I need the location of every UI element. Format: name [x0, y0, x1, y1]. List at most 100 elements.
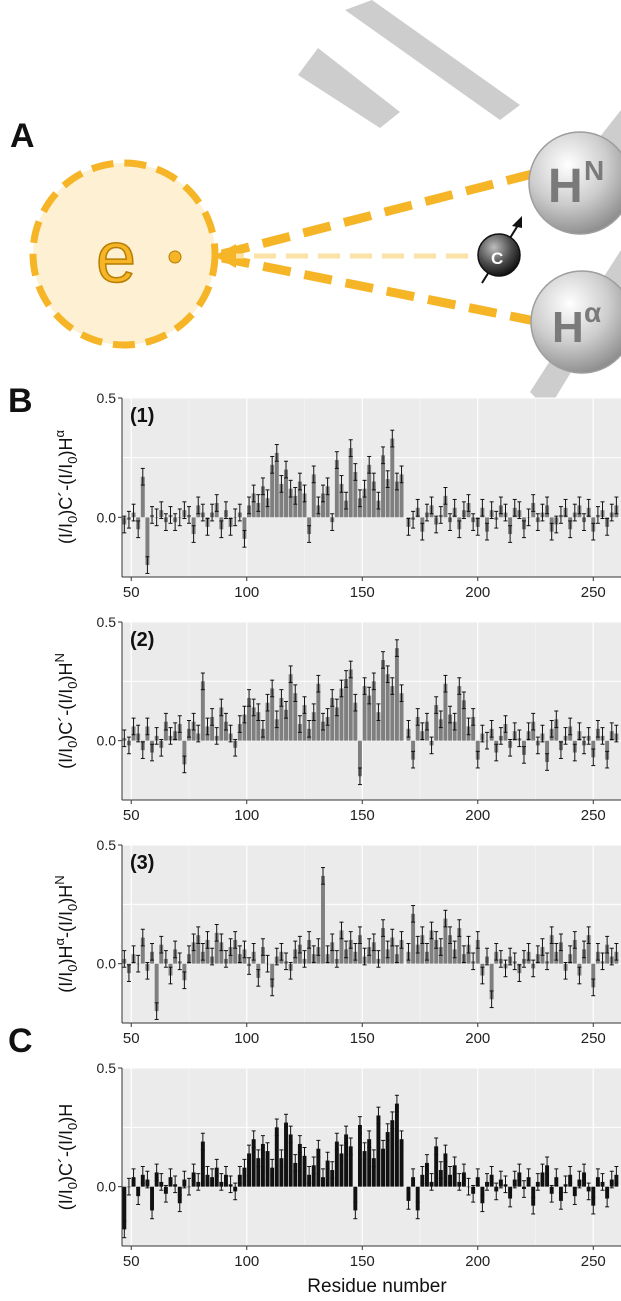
y-tick-label: 0.0 — [97, 733, 117, 749]
bar — [471, 716, 476, 741]
bar — [293, 495, 298, 518]
bar — [140, 476, 145, 518]
x-tick-label: 250 — [581, 584, 606, 601]
bar — [376, 712, 381, 741]
bar — [321, 493, 325, 518]
y-axis-label-part: )H — [56, 662, 76, 681]
y-axis-label-part: 0 — [65, 904, 80, 911]
x-tick-label: 150 — [350, 1253, 375, 1270]
bar — [591, 1186, 596, 1206]
bar — [302, 705, 307, 741]
x-tick-label: 50 — [123, 1253, 140, 1270]
bar — [293, 693, 298, 741]
bar — [200, 1141, 205, 1187]
panel-tag: (2) — [130, 629, 154, 651]
bar — [140, 937, 145, 964]
x-tick-label: 100 — [234, 584, 259, 601]
bar — [270, 688, 275, 741]
bar — [339, 483, 344, 518]
bar — [265, 1151, 270, 1187]
bar — [339, 1153, 344, 1187]
bar — [265, 702, 270, 741]
x-tick-label: 150 — [350, 807, 375, 824]
bar — [605, 944, 610, 964]
panel-letter-c: C — [8, 1022, 33, 1060]
bar — [424, 721, 429, 741]
y-axis-label-part: 0 — [65, 516, 80, 523]
bar — [390, 686, 395, 741]
bar — [605, 740, 610, 760]
bar — [531, 1186, 536, 1206]
bar — [353, 1186, 358, 1211]
bar — [415, 1186, 420, 1211]
bar — [376, 1115, 381, 1187]
bar — [415, 716, 420, 741]
bar — [297, 481, 302, 518]
y-axis-label: (I/I0)Hα-(I/I0)HN — [52, 875, 80, 992]
bar — [200, 681, 205, 741]
y-tick-label: 0.5 — [97, 614, 117, 630]
bar — [367, 695, 372, 741]
bar — [247, 1153, 252, 1187]
bar — [357, 1124, 362, 1187]
bar — [316, 683, 321, 741]
bar — [159, 944, 164, 964]
y-axis-label-part: )C´-(I/I — [56, 689, 76, 741]
bar — [339, 930, 344, 964]
y-axis-label-part: (I/I — [56, 523, 76, 544]
y-axis-label-part: )H — [56, 945, 76, 964]
bar — [297, 944, 302, 964]
bar — [443, 918, 448, 964]
y-axis-label: (I/I0)C´-(I/I0)Hα — [52, 430, 80, 544]
plot-background — [122, 622, 621, 800]
y-axis-label-part: 0 — [65, 1123, 80, 1130]
bar — [256, 1158, 261, 1187]
bar — [284, 709, 288, 741]
y-axis-label: (I/I0)C´-(I/I0)H — [56, 1104, 80, 1210]
carbonyl-spin: C — [477, 216, 522, 284]
ha-sphere: H α — [530, 270, 621, 374]
bar — [145, 517, 150, 566]
bar — [348, 1146, 353, 1187]
bar — [274, 719, 279, 741]
bar — [415, 944, 420, 964]
y-axis-label-part: 0 — [65, 964, 80, 971]
plot-background — [122, 1068, 621, 1246]
bar — [558, 942, 563, 964]
bar — [279, 483, 284, 518]
bar — [251, 493, 256, 518]
bar — [591, 963, 596, 988]
bar — [270, 1167, 275, 1187]
bar — [452, 721, 457, 741]
bar — [399, 939, 404, 964]
bar — [381, 659, 386, 741]
x-tick-label: 250 — [581, 1030, 606, 1047]
bar — [381, 928, 386, 964]
y-axis-label-part: 0 — [65, 681, 80, 688]
bar — [191, 721, 196, 741]
panel-letter-b: B — [8, 382, 33, 420]
x-tick-label: 100 — [234, 1253, 259, 1270]
y-axis-label-part: N — [52, 875, 67, 884]
bar — [311, 474, 316, 518]
bar — [443, 683, 448, 741]
bar — [270, 963, 275, 988]
bar — [390, 937, 395, 964]
bar — [466, 944, 471, 964]
bar — [219, 707, 224, 741]
bar — [357, 740, 362, 777]
bar — [367, 1139, 372, 1187]
panel-a-schematic: A e C H N H α — [10, 0, 621, 410]
bar — [256, 712, 261, 741]
bar — [348, 669, 353, 741]
bar — [270, 464, 275, 518]
arrow-head-icon — [214, 244, 236, 268]
bar — [390, 438, 395, 518]
panel-letter-a: A — [10, 117, 35, 155]
x-tick-label: 100 — [234, 807, 259, 824]
bar — [242, 1167, 247, 1187]
bar — [279, 697, 284, 741]
bar — [210, 716, 215, 741]
